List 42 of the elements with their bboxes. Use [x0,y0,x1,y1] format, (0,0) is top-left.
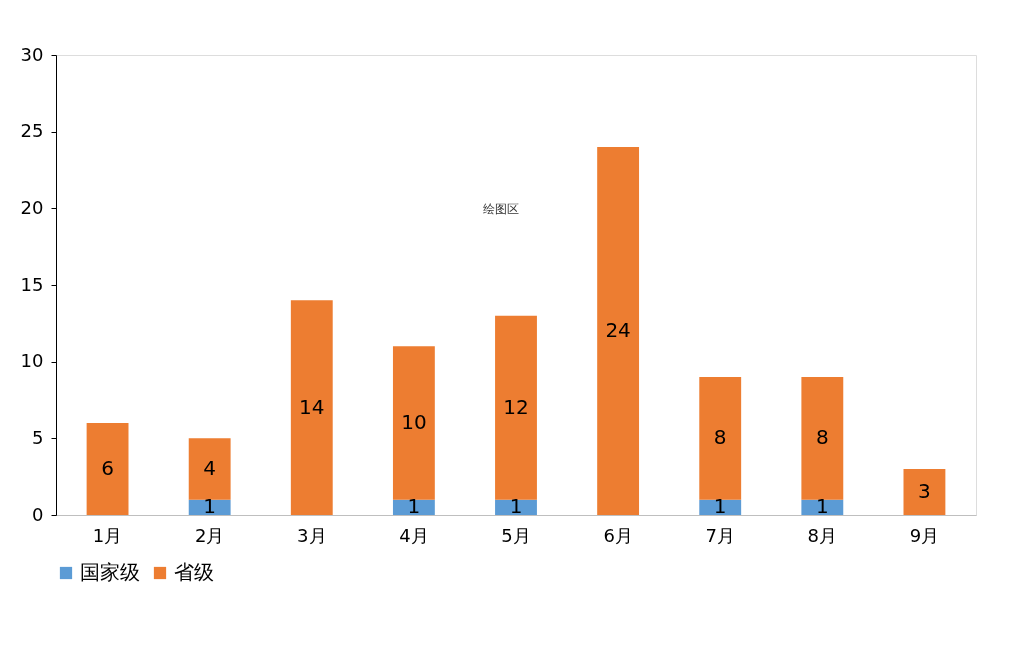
bar [495,315,537,500]
y-tick-label: 10 [20,350,44,372]
bar [801,377,844,500]
data-label: 1 [203,494,217,519]
bar [392,346,435,500]
legend-label: 国家级 [80,560,140,584]
data-label: 10 [401,410,427,434]
bar [290,300,333,515]
y-tick-label: 25 [20,120,44,142]
x-tick-label: 5月 [501,524,531,546]
data-label: 1 [713,494,727,519]
y-tick-label: 15 [20,273,44,295]
x-tick-label: 3月 [297,524,327,546]
legend-label: 省级 [174,560,214,584]
x-tick-label: 1月 [92,524,123,546]
bar [188,438,231,500]
annotation: 绘图区 [483,202,519,216]
bar [597,147,640,515]
x-tick-label: 7月 [705,524,735,546]
x-tick-label: 2月 [194,524,225,546]
y-tick-label: 20 [20,196,44,218]
data-label: 12 [503,394,529,419]
data-label: 1 [815,494,829,519]
x-tick-label: 8月 [807,524,838,546]
data-label: 6 [101,456,114,480]
bar [699,377,742,500]
bar [903,469,946,515]
x-tick-label: 6月 [603,524,633,546]
data-label: 8 [713,425,727,450]
x-tick-label: 4月 [399,524,429,546]
y-tick-label: 5 [32,426,44,448]
y-tick-label: 0 [32,503,44,525]
data-label: 1 [407,494,421,519]
data-label: 8 [815,425,829,450]
data-label: 24 [605,318,631,342]
data-label: 1 [509,494,523,519]
x-tick-label: 9月 [909,524,940,546]
data-label: 14 [299,394,325,419]
y-tick-label: 30 [20,43,44,65]
bar [86,423,129,515]
data-label: 3 [918,479,931,503]
data-label: 4 [203,456,217,480]
